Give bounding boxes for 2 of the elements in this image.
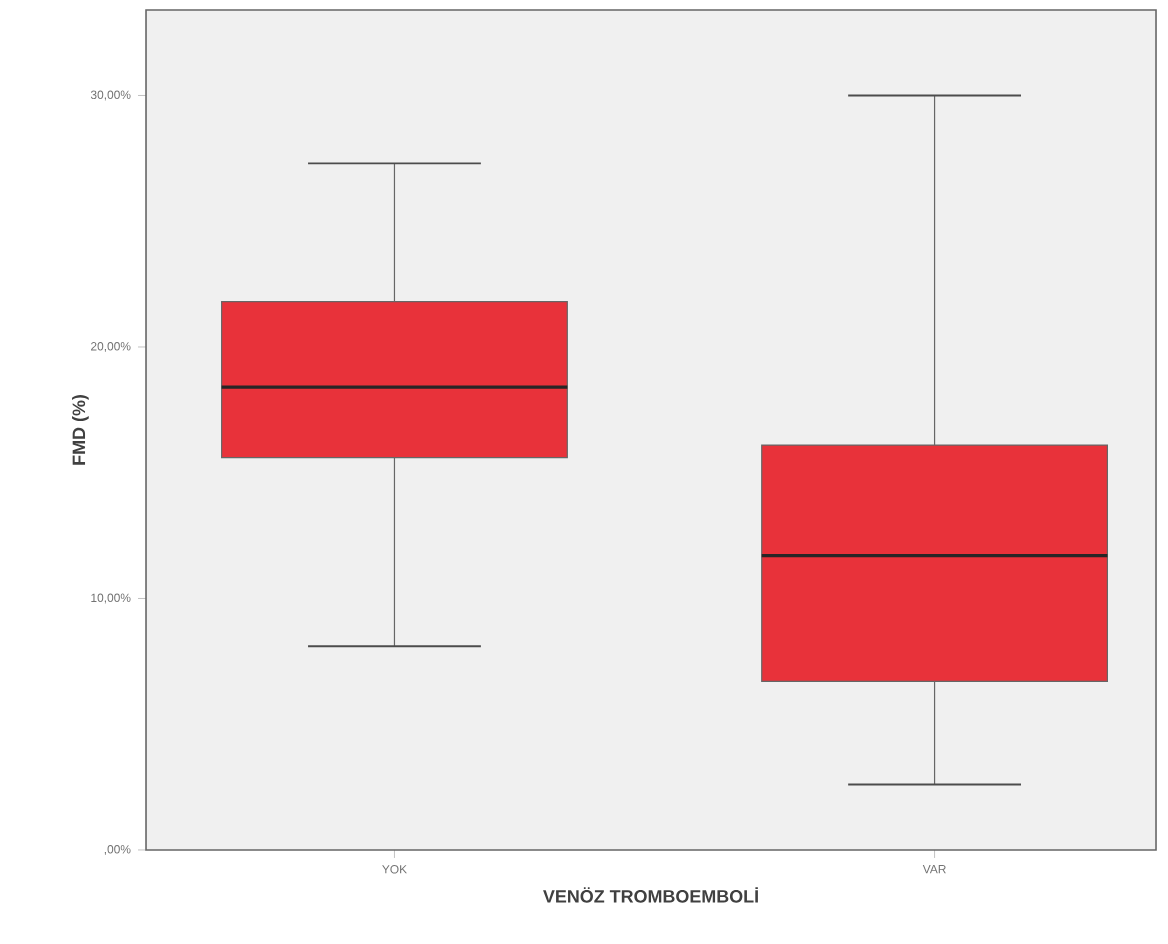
y-axis-title: FMD (%) bbox=[72, 395, 89, 465]
x-axis-title: VENÖZ TROMBOEMBOLİ bbox=[543, 887, 758, 903]
